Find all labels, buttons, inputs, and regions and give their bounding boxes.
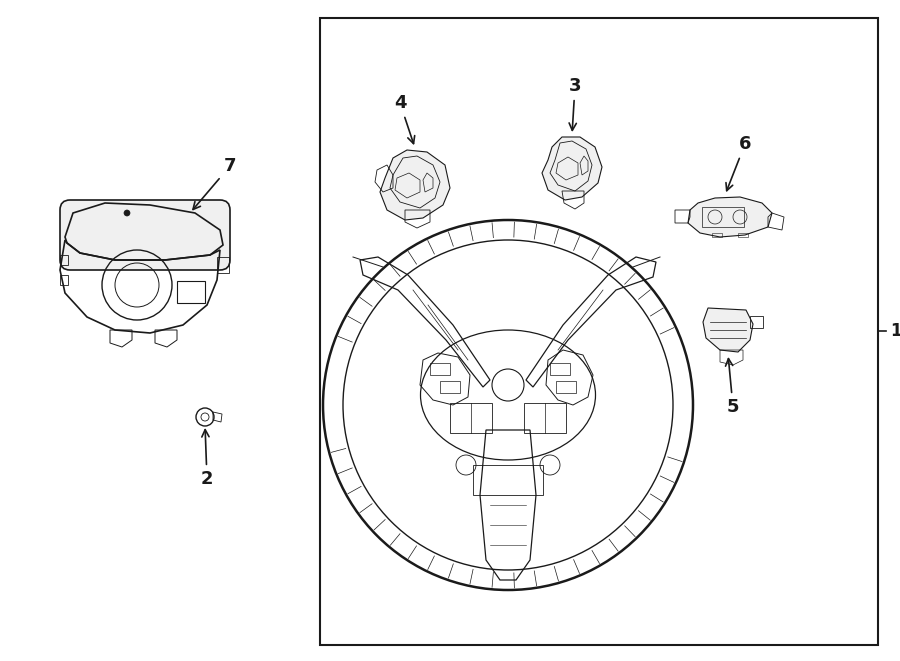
Bar (320, 18, 878, 645)
Bar (550, 363, 570, 375)
Bar (217, 257, 229, 273)
Bar (60, 275, 68, 285)
Text: 6: 6 (726, 135, 752, 190)
Bar (177, 281, 205, 303)
Text: 5: 5 (725, 359, 739, 416)
Polygon shape (688, 197, 772, 237)
Bar (440, 381, 460, 393)
Bar (430, 363, 450, 375)
Circle shape (124, 210, 130, 216)
Text: 4: 4 (394, 94, 415, 143)
Bar (524, 403, 566, 433)
Bar (556, 381, 576, 393)
Text: 3: 3 (569, 77, 581, 130)
Text: 7: 7 (193, 157, 236, 210)
Polygon shape (380, 150, 450, 220)
Text: 1: 1 (890, 322, 900, 340)
Bar (712, 233, 722, 237)
Polygon shape (703, 308, 753, 352)
Text: 2: 2 (201, 430, 213, 488)
Bar (473, 465, 543, 495)
FancyBboxPatch shape (60, 200, 230, 270)
Bar (738, 233, 748, 237)
Polygon shape (65, 203, 223, 260)
Bar (450, 403, 492, 433)
Bar (702, 207, 744, 227)
Bar (60, 255, 68, 265)
Polygon shape (542, 137, 602, 200)
